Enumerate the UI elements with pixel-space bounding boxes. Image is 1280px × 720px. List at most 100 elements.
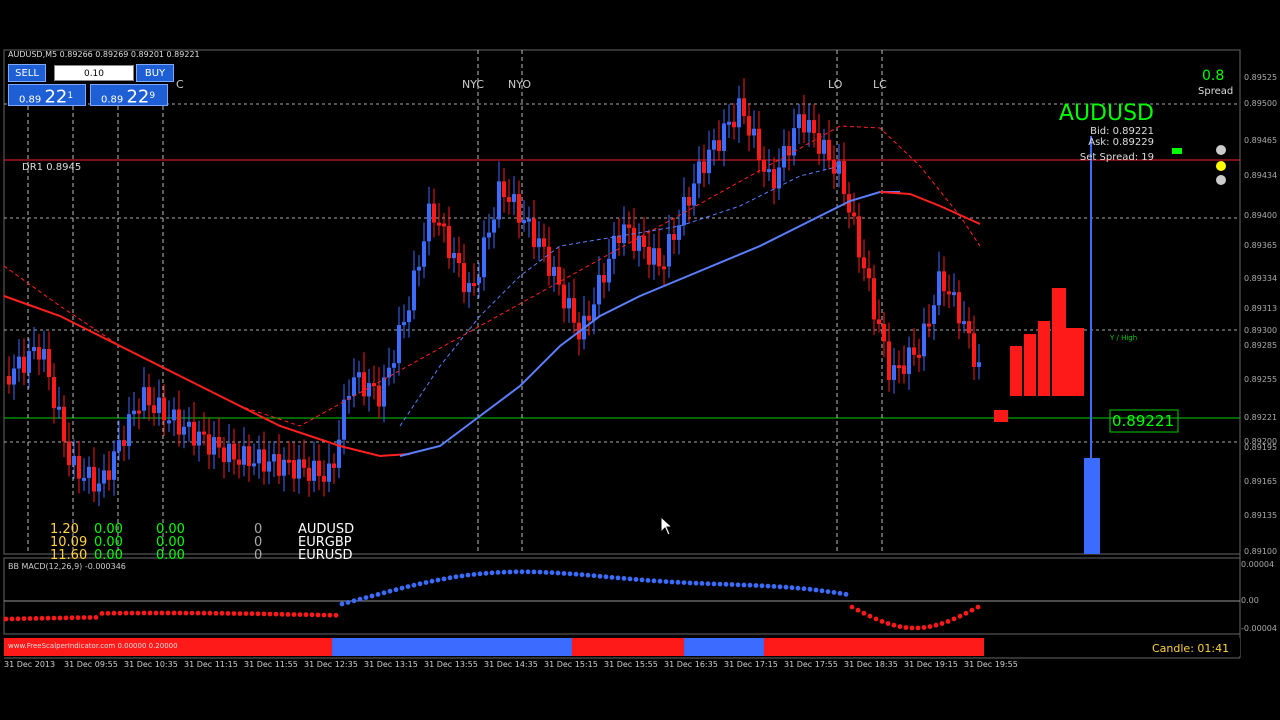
macd-dot bbox=[495, 570, 501, 575]
time-tick: 31 Dec 16:35 bbox=[664, 660, 718, 669]
candle-body bbox=[542, 238, 546, 247]
price-tick: 0.89300 bbox=[1244, 326, 1278, 335]
candle-body bbox=[267, 461, 271, 472]
session-lo: LO bbox=[828, 78, 843, 91]
macd-dot bbox=[267, 611, 273, 617]
candle-body bbox=[217, 437, 221, 448]
macd-dot bbox=[3, 616, 9, 622]
macd-dot bbox=[861, 610, 867, 616]
candle-body bbox=[482, 237, 486, 278]
macd-dot bbox=[39, 615, 45, 621]
macd-dot bbox=[969, 607, 975, 613]
macd-dot bbox=[603, 574, 609, 580]
candle-body bbox=[222, 447, 226, 463]
macd-dot bbox=[387, 588, 393, 594]
candle-body bbox=[692, 183, 696, 206]
macd-dot bbox=[579, 572, 585, 578]
macd-dot bbox=[645, 578, 651, 583]
candle-body bbox=[132, 410, 136, 415]
candle-timer: Candle: 01:41 bbox=[1152, 642, 1230, 655]
candle-body bbox=[107, 470, 111, 480]
candle-body bbox=[872, 278, 876, 320]
candle-body bbox=[752, 128, 756, 136]
candle-body bbox=[87, 466, 91, 478]
current-price-label: 0.89221 bbox=[1112, 412, 1175, 430]
macd-dot bbox=[717, 581, 723, 587]
candle-body bbox=[182, 426, 186, 435]
macd-dot bbox=[753, 583, 759, 588]
candle-body bbox=[337, 439, 341, 468]
sell-price[interactable]: 0.89 221 bbox=[8, 84, 86, 107]
candle-body bbox=[227, 443, 231, 463]
candle-body bbox=[817, 133, 821, 154]
session-nyo: NYO bbox=[508, 78, 532, 91]
macd-dot bbox=[375, 592, 381, 597]
candle-body bbox=[842, 161, 846, 195]
sell-button[interactable]: SELL bbox=[8, 64, 46, 82]
macd-dot bbox=[549, 570, 555, 575]
macd-dot bbox=[585, 572, 591, 578]
time-tick: 31 Dec 17:55 bbox=[784, 660, 838, 669]
stats-row: 1.20 0.00 0.00 0 AUDUSD bbox=[50, 523, 378, 536]
macd-dot bbox=[81, 615, 87, 620]
macd-dot bbox=[237, 611, 243, 616]
candle-body bbox=[102, 470, 106, 484]
macd-dot bbox=[435, 577, 441, 583]
candle-body bbox=[292, 460, 296, 479]
symbol-header: AUDUSD,M5 0.89266 0.89269 0.89201 0.8922… bbox=[8, 50, 200, 59]
price-tick: 0.89221 bbox=[1244, 413, 1278, 422]
macd-dot bbox=[153, 610, 159, 616]
macd-dot bbox=[459, 573, 465, 579]
stats-row: 11.60 0.00 0.00 0 EURUSD bbox=[50, 549, 378, 562]
buy-price[interactable]: 0.89 229 bbox=[90, 84, 168, 108]
info-symbol: AUDUSD bbox=[1058, 101, 1154, 126]
buy-price-big: 22 bbox=[126, 86, 150, 108]
chart-canvas[interactable] bbox=[0, 46, 1280, 676]
macd-dot bbox=[663, 579, 669, 584]
macd-dot bbox=[471, 572, 477, 577]
candle-body bbox=[97, 483, 101, 492]
candle-body bbox=[362, 372, 366, 397]
candle-body bbox=[667, 234, 671, 267]
candle-body bbox=[657, 248, 661, 267]
info-bid: Bid: 0.89221 bbox=[1090, 126, 1154, 137]
buy-price-sup: 9 bbox=[149, 91, 156, 101]
spread-label: Spread bbox=[1198, 86, 1234, 97]
time-tick: 31 Dec 15:15 bbox=[544, 660, 598, 669]
sell-price-prefix: 0.89 bbox=[19, 94, 42, 106]
time-tick: 31 Dec 13:55 bbox=[424, 660, 478, 669]
pair-stats: 1.20 0.00 0.00 0 AUDUSD 10.09 0.00 0.00 0 EURGBP 1… bbox=[50, 523, 378, 562]
session-lc: LC bbox=[873, 78, 887, 91]
macd-dot bbox=[303, 612, 309, 618]
candle-body bbox=[912, 347, 916, 355]
macd-dot bbox=[783, 584, 789, 590]
macd-dot bbox=[975, 604, 981, 610]
macd-dot bbox=[957, 613, 963, 619]
price-tick: 0.89200 bbox=[1244, 437, 1278, 446]
candle-body bbox=[42, 349, 46, 360]
macd-dot bbox=[759, 583, 765, 589]
candle-body bbox=[237, 459, 241, 465]
macd-dot bbox=[933, 622, 939, 628]
candle-body bbox=[877, 319, 881, 324]
status-dot-yellow bbox=[1216, 161, 1226, 171]
candle-body bbox=[327, 463, 331, 482]
candle-body bbox=[972, 333, 976, 367]
macd-dot bbox=[963, 610, 969, 616]
spread-histogram bbox=[994, 136, 1100, 554]
candle-body bbox=[342, 399, 346, 440]
candle-body bbox=[312, 460, 316, 481]
stats-c: 0.00 bbox=[156, 548, 185, 563]
candle-body bbox=[572, 298, 576, 323]
macd-dot bbox=[417, 581, 423, 587]
chart-window[interactable]: AUDUSD,M5 0.89266 0.89269 0.89201 0.8922… bbox=[0, 46, 1280, 676]
time-tick: 31 Dec 19:15 bbox=[904, 660, 958, 669]
buy-button[interactable]: BUY bbox=[136, 64, 174, 82]
candle-body bbox=[962, 321, 966, 325]
lot-size-input[interactable]: 0.10 bbox=[54, 65, 134, 81]
stats-sym: EURGBP bbox=[298, 535, 352, 550]
candle-body bbox=[507, 197, 511, 202]
status-dot-grey-2 bbox=[1216, 175, 1226, 185]
candle-body bbox=[822, 139, 826, 154]
candle-body bbox=[697, 161, 701, 184]
